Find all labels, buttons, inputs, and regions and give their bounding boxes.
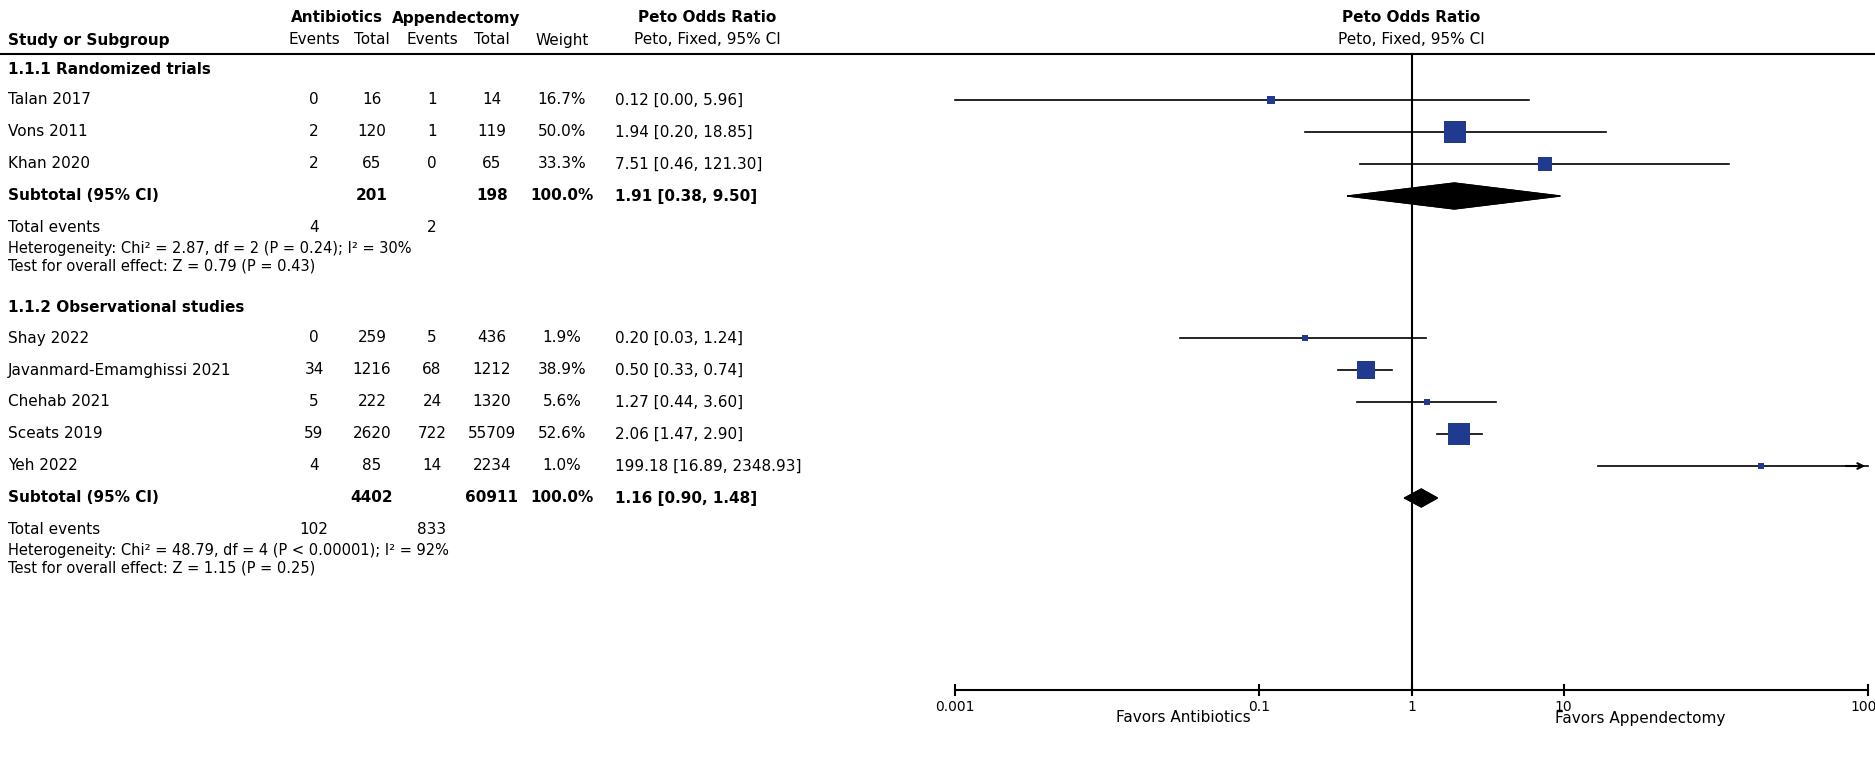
- Text: 0.50 [0.33, 0.74]: 0.50 [0.33, 0.74]: [615, 363, 742, 378]
- Text: Weight: Weight: [536, 33, 589, 48]
- Text: 2234: 2234: [472, 458, 512, 473]
- Text: Peto, Fixed, 95% CI: Peto, Fixed, 95% CI: [1339, 33, 1485, 48]
- Text: Favors Appendectomy: Favors Appendectomy: [1554, 711, 1725, 726]
- Text: 10: 10: [1554, 700, 1573, 714]
- Text: 2620: 2620: [352, 426, 392, 442]
- Text: Peto Odds Ratio: Peto Odds Ratio: [1342, 10, 1481, 26]
- Text: 16: 16: [362, 92, 382, 107]
- Text: Events: Events: [407, 33, 458, 48]
- Text: Antibiotics: Antibiotics: [291, 10, 382, 26]
- Text: Events: Events: [289, 33, 339, 48]
- Text: 1.9%: 1.9%: [542, 331, 581, 346]
- Text: 52.6%: 52.6%: [538, 426, 587, 442]
- Polygon shape: [1404, 489, 1438, 507]
- Text: 2: 2: [428, 221, 437, 235]
- Text: Appendectomy: Appendectomy: [392, 10, 519, 26]
- Text: Talan 2017: Talan 2017: [8, 92, 90, 107]
- Text: Chehab 2021: Chehab 2021: [8, 394, 111, 410]
- Text: 1: 1: [428, 124, 437, 139]
- Text: Vons 2011: Vons 2011: [8, 124, 88, 139]
- Text: 100.0%: 100.0%: [531, 490, 594, 505]
- Text: 34: 34: [304, 363, 324, 378]
- Text: 16.7%: 16.7%: [538, 92, 587, 107]
- Text: 68: 68: [422, 363, 442, 378]
- Text: Heterogeneity: Chi² = 48.79, df = 4 (P < 0.00001); I² = 92%: Heterogeneity: Chi² = 48.79, df = 4 (P <…: [8, 543, 448, 558]
- Text: Peto Odds Ratio: Peto Odds Ratio: [638, 10, 776, 26]
- Text: 2.06 [1.47, 2.90]: 2.06 [1.47, 2.90]: [615, 426, 742, 442]
- Text: 259: 259: [358, 331, 386, 346]
- Text: 436: 436: [478, 331, 506, 346]
- Text: 1.1.1 Randomized trials: 1.1.1 Randomized trials: [8, 63, 210, 77]
- Text: 0: 0: [309, 331, 319, 346]
- Text: Test for overall effect: Z = 0.79 (P = 0.43): Test for overall effect: Z = 0.79 (P = 0…: [8, 259, 315, 274]
- Text: 5.6%: 5.6%: [542, 394, 581, 410]
- Text: 1.16 [0.90, 1.48]: 1.16 [0.90, 1.48]: [615, 490, 758, 505]
- Text: 55709: 55709: [469, 426, 516, 442]
- Text: 0.1: 0.1: [1249, 700, 1271, 714]
- Text: 199.18 [16.89, 2348.93]: 199.18 [16.89, 2348.93]: [615, 458, 801, 473]
- Text: 0: 0: [428, 156, 437, 171]
- Text: 60911: 60911: [465, 490, 519, 505]
- Text: 0: 0: [309, 92, 319, 107]
- Text: Khan 2020: Khan 2020: [8, 156, 90, 171]
- Text: 1: 1: [428, 92, 437, 107]
- Text: Yeh 2022: Yeh 2022: [8, 458, 77, 473]
- Text: Favors Antibiotics: Favors Antibiotics: [1116, 711, 1251, 726]
- Text: 1.91 [0.38, 9.50]: 1.91 [0.38, 9.50]: [615, 188, 758, 203]
- Text: Peto, Fixed, 95% CI: Peto, Fixed, 95% CI: [634, 33, 780, 48]
- Text: 0.20 [0.03, 1.24]: 0.20 [0.03, 1.24]: [615, 331, 742, 346]
- Text: 65: 65: [482, 156, 502, 171]
- Text: Sceats 2019: Sceats 2019: [8, 426, 103, 442]
- Text: Total events: Total events: [8, 522, 99, 537]
- Text: Total events: Total events: [8, 221, 99, 235]
- Text: 7.51 [0.46, 121.30]: 7.51 [0.46, 121.30]: [615, 156, 763, 171]
- Text: 33.3%: 33.3%: [538, 156, 587, 171]
- Text: Heterogeneity: Chi² = 2.87, df = 2 (P = 0.24); I² = 30%: Heterogeneity: Chi² = 2.87, df = 2 (P = …: [8, 241, 411, 256]
- Text: Test for overall effect: Z = 1.15 (P = 0.25): Test for overall effect: Z = 1.15 (P = 0…: [8, 561, 315, 576]
- Text: 5: 5: [428, 331, 437, 346]
- Text: 222: 222: [358, 394, 386, 410]
- Text: Subtotal (95% CI): Subtotal (95% CI): [8, 188, 159, 203]
- Text: 2: 2: [309, 156, 319, 171]
- Polygon shape: [1348, 183, 1560, 209]
- Text: 0.12 [0.00, 5.96]: 0.12 [0.00, 5.96]: [615, 92, 742, 107]
- Text: 24: 24: [422, 394, 442, 410]
- Text: 5: 5: [309, 394, 319, 410]
- Text: Total: Total: [474, 33, 510, 48]
- Text: 1.1.2 Observational studies: 1.1.2 Observational studies: [8, 300, 244, 315]
- Text: 722: 722: [418, 426, 446, 442]
- Text: 1216: 1216: [352, 363, 392, 378]
- Text: 100.0%: 100.0%: [531, 188, 594, 203]
- Text: Subtotal (95% CI): Subtotal (95% CI): [8, 490, 159, 505]
- Text: 1212: 1212: [472, 363, 512, 378]
- Text: 1: 1: [1406, 700, 1416, 714]
- Text: Study or Subgroup: Study or Subgroup: [8, 33, 169, 48]
- Text: 4: 4: [309, 221, 319, 235]
- Text: 0.001: 0.001: [936, 700, 975, 714]
- Text: Shay 2022: Shay 2022: [8, 331, 90, 346]
- Text: 65: 65: [362, 156, 382, 171]
- Text: 1.27 [0.44, 3.60]: 1.27 [0.44, 3.60]: [615, 394, 742, 410]
- Text: 38.9%: 38.9%: [538, 363, 587, 378]
- Text: 85: 85: [362, 458, 382, 473]
- Text: 4: 4: [309, 458, 319, 473]
- Text: 14: 14: [422, 458, 442, 473]
- Text: Total: Total: [354, 33, 390, 48]
- Text: 1000: 1000: [1851, 700, 1875, 714]
- Text: 102: 102: [300, 522, 328, 537]
- Text: 833: 833: [418, 522, 446, 537]
- Text: 59: 59: [304, 426, 324, 442]
- Text: Javanmard-Emamghissi 2021: Javanmard-Emamghissi 2021: [8, 363, 231, 378]
- Text: 14: 14: [482, 92, 502, 107]
- Text: 50.0%: 50.0%: [538, 124, 587, 139]
- Text: 201: 201: [356, 188, 388, 203]
- Text: 119: 119: [478, 124, 506, 139]
- Text: 1.0%: 1.0%: [542, 458, 581, 473]
- Text: 198: 198: [476, 188, 508, 203]
- Text: 1320: 1320: [472, 394, 512, 410]
- Text: 120: 120: [358, 124, 386, 139]
- Text: 2: 2: [309, 124, 319, 139]
- Text: 4402: 4402: [351, 490, 394, 505]
- Text: 1.94 [0.20, 18.85]: 1.94 [0.20, 18.85]: [615, 124, 752, 139]
